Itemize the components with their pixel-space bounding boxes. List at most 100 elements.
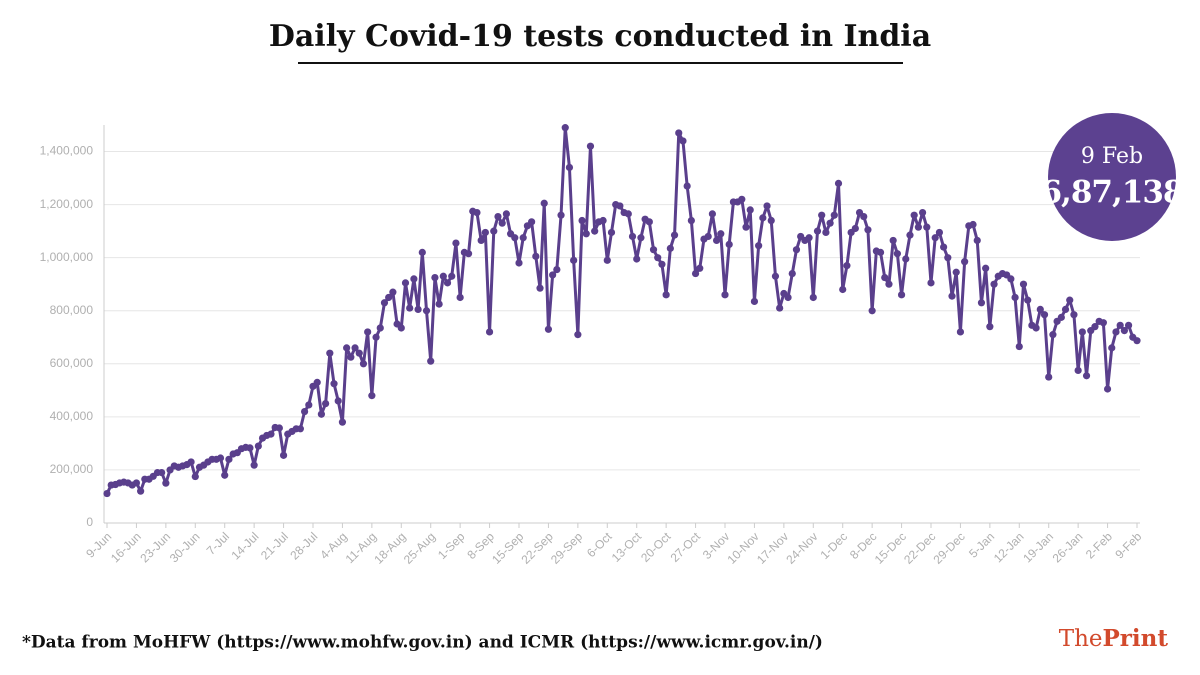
data-point xyxy=(633,255,641,263)
data-point xyxy=(435,300,443,308)
data-point xyxy=(338,418,347,426)
data-point xyxy=(456,293,464,302)
data-point xyxy=(380,299,389,307)
data-point xyxy=(448,272,456,280)
data-point xyxy=(439,272,447,280)
data-point xyxy=(351,344,359,352)
y-tick-label: 600,000 xyxy=(50,356,94,370)
x-tick-label: 20-Oct xyxy=(638,529,674,565)
data-point xyxy=(809,293,817,302)
data-point xyxy=(990,280,998,288)
data-point xyxy=(956,328,965,336)
data-point xyxy=(918,208,927,217)
data-point xyxy=(137,487,145,495)
data-point xyxy=(1057,313,1065,321)
x-tick-label: 25-Aug xyxy=(401,529,438,566)
data-point xyxy=(250,461,258,469)
data-point xyxy=(864,226,872,234)
data-point xyxy=(628,232,637,241)
data-point xyxy=(246,444,254,452)
data-point xyxy=(591,227,599,235)
data-point xyxy=(923,223,931,231)
data-point xyxy=(431,273,439,282)
y-tick-label: 0 xyxy=(86,515,93,529)
data-point xyxy=(1011,293,1019,302)
data-point xyxy=(334,397,342,405)
data-point xyxy=(759,214,767,222)
data-point xyxy=(549,271,557,279)
data-point xyxy=(359,360,368,368)
data-point xyxy=(868,307,876,315)
data-point xyxy=(851,224,859,233)
data-point xyxy=(784,293,792,302)
x-tick-label: 24-Nov xyxy=(783,529,820,566)
x-tick-label: 12-Jan xyxy=(991,529,1027,565)
data-point xyxy=(406,304,414,312)
data-point xyxy=(540,199,548,207)
data-point xyxy=(1015,342,1023,351)
data-point xyxy=(464,250,473,258)
data-point xyxy=(1066,296,1074,304)
data-point xyxy=(704,232,712,241)
data-point xyxy=(1074,366,1082,375)
x-tick-label: 21-Jul xyxy=(258,529,291,562)
data-point xyxy=(317,410,326,418)
data-point xyxy=(1024,296,1032,304)
data-point xyxy=(267,430,275,438)
x-tick-label: 7-Jul xyxy=(204,529,232,557)
data-point xyxy=(565,163,574,172)
data-point xyxy=(767,216,775,225)
data-point xyxy=(582,230,590,238)
data-point xyxy=(511,234,519,242)
data-point xyxy=(961,258,969,266)
data-point xyxy=(300,407,309,416)
chart-title: Daily Covid-19 tests conducted in India xyxy=(269,19,931,54)
data-point xyxy=(1049,331,1057,339)
data-point xyxy=(418,248,426,256)
x-tick-label: 22-Sep xyxy=(519,529,556,566)
x-tick-label: 30-Jun xyxy=(167,529,203,565)
data-point xyxy=(1120,327,1128,335)
x-tick-label: 1-Sep xyxy=(435,529,468,562)
data-point xyxy=(326,349,334,357)
data-point xyxy=(940,243,948,251)
y-tick-label: 200,000 xyxy=(50,462,94,476)
data-point xyxy=(935,228,944,237)
x-tick-label: 28-Jul xyxy=(287,529,320,562)
data-point xyxy=(982,264,990,272)
data-point xyxy=(818,211,826,219)
data-point xyxy=(969,220,977,229)
data-point xyxy=(666,244,674,252)
data-point xyxy=(1070,311,1078,319)
data-point xyxy=(637,234,645,242)
data-point xyxy=(343,344,351,352)
y-tick-label: 1,200,000 xyxy=(40,197,94,211)
data-point xyxy=(494,212,502,221)
data-point xyxy=(132,479,141,487)
data-point xyxy=(881,273,889,282)
data-point xyxy=(687,216,695,225)
x-tick-label: 15-Dec xyxy=(872,529,909,566)
x-tick-label: 26-Jan xyxy=(1050,529,1086,565)
data-point xyxy=(860,212,868,221)
data-point xyxy=(221,471,229,479)
x-tick-label: 18-Aug xyxy=(371,529,408,566)
data-point xyxy=(498,219,506,227)
data-point xyxy=(776,304,784,312)
data-point xyxy=(742,223,750,231)
data-point xyxy=(561,124,569,132)
data-point xyxy=(826,219,834,227)
data-point xyxy=(191,472,199,481)
data-point xyxy=(683,182,691,190)
data-point xyxy=(1108,344,1116,352)
brand-prefix: The xyxy=(1059,626,1103,652)
data-point xyxy=(607,228,616,237)
data-point xyxy=(279,451,288,459)
x-tick-label: 10-Nov xyxy=(725,529,762,566)
data-point xyxy=(1116,321,1124,329)
data-point xyxy=(944,254,952,262)
data-point xyxy=(914,223,922,231)
data-point xyxy=(519,234,527,242)
data-point xyxy=(977,299,986,307)
data-point xyxy=(355,349,363,357)
